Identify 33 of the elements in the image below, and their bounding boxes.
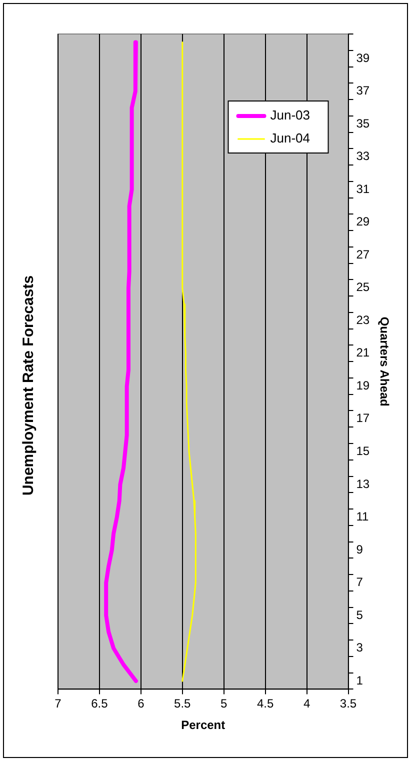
y-tick-label: 29 (356, 214, 370, 229)
y-tick-label: 9 (356, 542, 364, 556)
y-tick-label: 19 (356, 378, 370, 392)
y-tick-label: 11 (356, 510, 370, 524)
y-axis-title: Quarters Ahead (377, 316, 392, 406)
y-tick-label: 25 (356, 280, 370, 294)
text: Unemployment Rate Forecasts (20, 275, 38, 496)
y-tick-label: 33 (356, 149, 370, 164)
y-tick-label: 7 (356, 575, 364, 590)
y-tick-label: 15 (356, 444, 370, 458)
y-tick-label: 27 (356, 247, 370, 262)
y-tick-label: 37 (356, 84, 370, 98)
legend-label: Jun-03 (270, 108, 310, 123)
y-tick-label: 3 (356, 640, 364, 655)
y-tick-label: 5 (356, 608, 364, 622)
x-tick-label: 6.5 (91, 696, 108, 711)
y-tick-label: 17 (356, 411, 370, 426)
y-tick-label: 13 (356, 476, 370, 491)
y-tick-label: 31 (356, 182, 370, 196)
legend-label: Jun-04 (270, 130, 310, 146)
x-tick-label: 5 (220, 696, 228, 711)
x-tick-label: 5.5 (174, 696, 192, 711)
x-axis-title: Percent (181, 718, 226, 732)
y-tick-label: 39 (356, 50, 370, 65)
x-tick-label: 6 (138, 696, 145, 711)
y-tick-label: 35 (356, 116, 370, 130)
x-tick-label: 3.5 (340, 696, 357, 711)
x-tick-label: 4 (303, 696, 310, 711)
x-tick-label: 4.5 (256, 696, 274, 711)
y-tick-label: 21 (356, 346, 370, 360)
y-tick-label: 23 (356, 312, 370, 327)
y-tick-label: 1 (356, 673, 364, 688)
x-tick-label: 7 (54, 696, 62, 711)
